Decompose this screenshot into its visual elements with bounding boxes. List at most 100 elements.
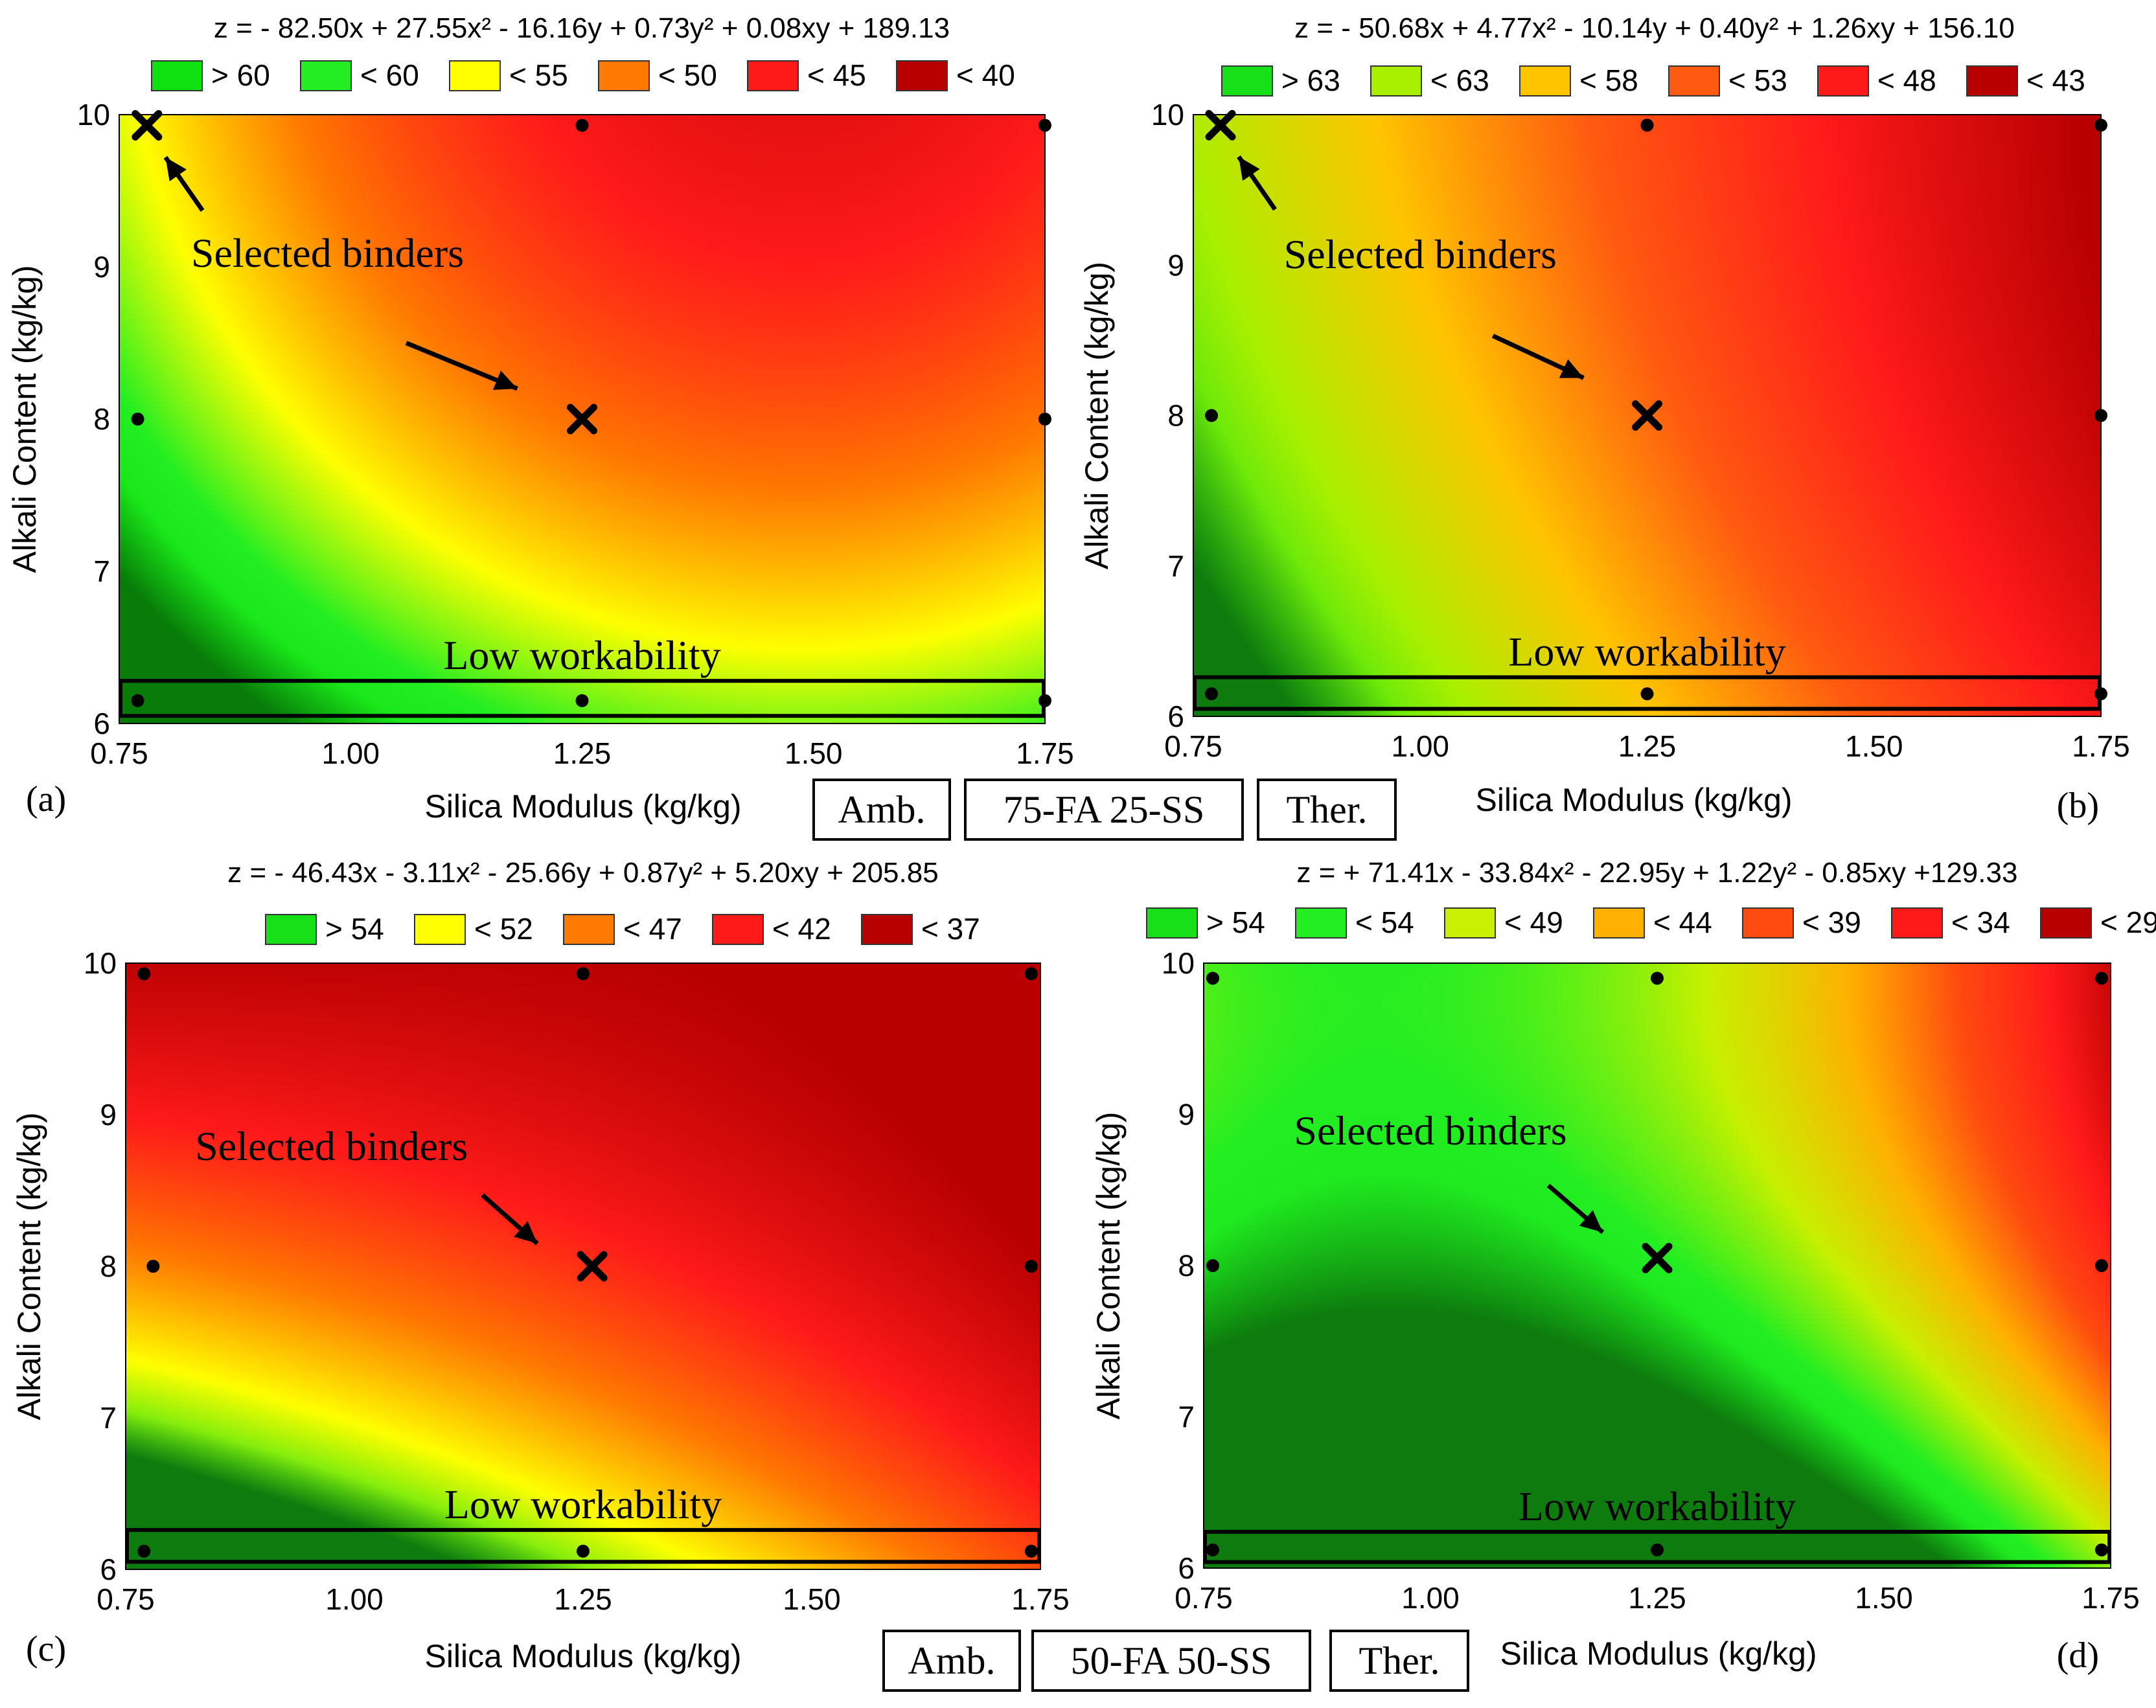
legend-label: < 47 — [623, 912, 682, 946]
legend-swatch — [1519, 65, 1571, 97]
x-tick-label: 1.25 — [1628, 1581, 1686, 1615]
legend-label: < 52 — [474, 912, 533, 946]
legend-label: < 34 — [1951, 905, 2010, 939]
y-tick-label: 6 — [93, 707, 110, 740]
design-point — [1651, 972, 1664, 985]
design-point — [2094, 687, 2107, 701]
y-tick-label: 9 — [1167, 248, 1184, 282]
design-point — [1640, 119, 1654, 132]
caption-bottom-amb: Amb. — [908, 1639, 996, 1682]
legend-label: > 63 — [1281, 63, 1340, 97]
design-point — [1038, 413, 1051, 426]
x-tick-label: 0.75 — [90, 736, 148, 770]
x-tick-label: 0.75 — [1175, 1581, 1233, 1615]
legend-swatch — [1891, 907, 1943, 939]
legend-swatch — [265, 914, 317, 945]
design-point — [575, 119, 589, 132]
design-point — [1640, 687, 1654, 701]
panel-label: (c) — [26, 1629, 66, 1669]
design-point — [1206, 972, 1219, 985]
design-point — [1038, 694, 1051, 707]
y-tick-label: 7 — [1178, 1400, 1195, 1434]
y-tick-label: 8 — [1167, 399, 1184, 433]
low-workability-label: Low workability — [443, 632, 720, 678]
legend-label: < 37 — [921, 912, 980, 946]
legend-swatch — [747, 60, 799, 91]
design-point — [1206, 1543, 1219, 1556]
legend-label: < 39 — [1802, 905, 1861, 939]
design-point — [2094, 119, 2107, 132]
design-point — [1651, 1543, 1664, 1556]
legend-label: < 45 — [807, 58, 866, 92]
legend-label: > 54 — [325, 912, 384, 946]
x-tick-label: 1.25 — [1618, 729, 1677, 763]
y-tick-label: 7 — [100, 1401, 117, 1435]
legend-swatch — [712, 914, 764, 945]
condition-captions: Amb. 75-FA 25-SS Ther. Amb. 50-FA 50-SS … — [812, 779, 1469, 1692]
y-tick-label: 6 — [100, 1553, 117, 1586]
legend-swatch — [861, 914, 913, 945]
y-tick-label: 6 — [1178, 1551, 1195, 1585]
y-axis-label: Alkali Content (kg/kg) — [6, 265, 43, 573]
design-point — [1038, 119, 1051, 132]
x-tick-label: 1.00 — [1391, 729, 1449, 763]
y-tick-label: 10 — [1151, 98, 1184, 131]
legend-label: < 53 — [1728, 63, 1787, 97]
legend-swatch — [1966, 65, 2018, 97]
selected-binder-marker — [132, 109, 163, 141]
x-axis-label: Silica Modulus (kg/kg) — [424, 1638, 741, 1674]
design-point — [1024, 1544, 1038, 1558]
chart-panel-2: z = - 50.68x + 4.77x² - 10.14y + 0.40y² … — [1079, 12, 2130, 826]
y-tick-label: 10 — [1162, 946, 1195, 980]
pointer-arrow — [1491, 334, 1585, 380]
legend-swatch — [1817, 65, 1869, 97]
x-tick-label: 1.75 — [1011, 1582, 1070, 1616]
x-tick-label: 1.50 — [1855, 1581, 1913, 1615]
legend-label: < 42 — [772, 912, 831, 946]
selected-binders-label: Selected binders — [191, 230, 464, 276]
x-tick-label: 0.75 — [97, 1582, 155, 1616]
x-tick-label: 1.75 — [1016, 736, 1074, 770]
y-tick-label: 8 — [93, 402, 110, 436]
legend-swatch — [2040, 907, 2092, 939]
selected-binder-marker — [567, 404, 597, 435]
x-tick-label: 1.50 — [783, 1582, 841, 1616]
pointer-arrow — [163, 155, 205, 212]
regression-equation: z = + 71.41x - 33.84x² - 22.95y + 1.22y²… — [1297, 857, 2018, 889]
x-axis-label: Silica Modulus (kg/kg) — [1500, 1635, 1817, 1672]
x-tick-label: 1.00 — [325, 1582, 384, 1616]
design-point — [146, 1260, 160, 1273]
plot-frame — [1203, 962, 2111, 1569]
design-point — [575, 694, 589, 707]
caption-top-amb: Amb. — [838, 788, 926, 831]
selected-binder-marker — [1642, 1242, 1673, 1273]
y-tick-label: 7 — [93, 554, 110, 588]
legend-label: < 49 — [1504, 905, 1563, 939]
x-tick-label: 1.75 — [2081, 1581, 2140, 1615]
x-tick-label: 1.50 — [785, 736, 843, 770]
legend-label: < 50 — [658, 58, 717, 92]
y-tick-label: 10 — [77, 98, 110, 131]
regression-equation: z = - 82.50x + 27.55x² - 16.16y + 0.73y²… — [214, 12, 950, 44]
selected-binder-marker — [1205, 109, 1236, 141]
legend-label: < 40 — [956, 58, 1015, 92]
contour-surface — [1204, 963, 2111, 1568]
design-point — [131, 413, 144, 426]
x-tick-label: 1.00 — [321, 736, 380, 770]
x-tick-label: 1.00 — [1401, 1581, 1460, 1615]
legend-label: < 63 — [1430, 63, 1489, 97]
selected-binders-label: Selected binders — [1294, 1108, 1566, 1154]
design-point — [1024, 967, 1038, 981]
legend-label: > 54 — [1206, 905, 1265, 939]
legend-label: < 44 — [1653, 905, 1712, 939]
panel-label: (b) — [2057, 786, 2099, 826]
y-tick-label: 6 — [1167, 700, 1184, 733]
x-tick-label: 0.75 — [1164, 729, 1222, 763]
legend-label: < 60 — [360, 58, 419, 92]
y-tick-label: 9 — [1178, 1098, 1195, 1132]
legend-label: < 58 — [1579, 63, 1638, 97]
legend-swatch — [1444, 907, 1496, 939]
design-point — [137, 967, 151, 981]
legend-swatch — [896, 60, 948, 91]
